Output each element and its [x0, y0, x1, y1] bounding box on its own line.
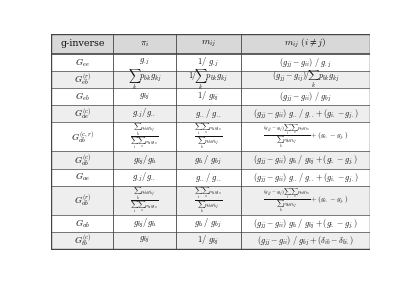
Text: $\pi_i$: $\pi_i$	[140, 39, 149, 49]
Text: $\frac{(g_{jj} - g_{ij}) \sum_i \sum_s p_{bi} g_{is}}{\sum_k p_{bk} g_{kj}} + (g: $\frac{(g_{jj} - g_{ij}) \sum_i \sum_s p…	[263, 187, 348, 214]
Text: $G^{(c,r)}_{ab}$: $G^{(c,r)}_{ab}$	[71, 129, 94, 145]
Bar	[51, 215, 370, 232]
Text: $G_{eb}$: $G_{eb}$	[75, 90, 90, 103]
Bar	[51, 105, 370, 123]
Text: $g_{b.}/\ g_{bj}$: $g_{b.}/\ g_{bj}$	[194, 217, 222, 230]
Bar	[51, 88, 370, 105]
Text: $1\!/\!\sum_k p_{bk} g_{kj}$: $1\!/\!\sum_k p_{bk} g_{kj}$	[188, 67, 228, 92]
Text: $G^{(r)}_{eb}$: $G^{(r)}_{eb}$	[74, 72, 91, 87]
Text: $\frac{(g_{jj} - g_{ij}) \sum_i \sum_s p_{bi} g_{is}}{\sum_k p_{bk} g_{kj}} + (g: $\frac{(g_{jj} - g_{ij}) \sum_i \sum_s p…	[263, 123, 348, 151]
Text: $G^{(c)}_{tb}$: $G^{(c)}_{tb}$	[74, 232, 91, 248]
Text: $g_{bj}/g_{b.}$: $g_{bj}/g_{b.}$	[133, 217, 157, 230]
Text: $g_{.j}/g_{..}$: $g_{.j}/g_{..}$	[132, 107, 157, 121]
Text: $(g_{jj} - g_{ii})\ /\ g_{bj} + (\delta_{ib} - \delta_{bi.})$: $(g_{jj} - g_{ii})\ /\ g_{bj} + (\delta_…	[257, 234, 354, 247]
Text: $\frac{\sum_k p_{bk} g_{kj}}{\sum_i \sum_s p_{bi} g_{is}}$: $\frac{\sum_k p_{bk} g_{kj}}{\sum_i \sum…	[130, 123, 159, 151]
Text: $G_{ab}$: $G_{ab}$	[75, 217, 90, 230]
Text: $G^{(r)}_{ab}$: $G^{(r)}_{ab}$	[74, 192, 91, 208]
Text: $\frac{\sum_k p_{bk} g_{kj}}{\sum_i \sum_s p_{bi} g_{is}}$: $\frac{\sum_k p_{bk} g_{kj}}{\sum_i \sum…	[130, 186, 159, 215]
Text: $G^{(c)}_{ae}$: $G^{(c)}_{ae}$	[74, 106, 91, 121]
Text: $1/\ g_{bj}$: $1/\ g_{bj}$	[197, 90, 219, 103]
Text: g-inverse: g-inverse	[60, 39, 105, 48]
Bar	[51, 123, 370, 151]
Text: $m_{ij}\ (i \neq j)$: $m_{ij}\ (i \neq j)$	[284, 37, 326, 50]
Bar	[51, 186, 370, 215]
Text: $g_{.j}/g_{..}$: $g_{.j}/g_{..}$	[132, 171, 157, 184]
Text: $1/\ g_{bj}$: $1/\ g_{bj}$	[197, 234, 219, 247]
Text: $(g_{jj} - g_{ii})\ g_{b.}/\ g_{bj} + (g_{i.} - g_{j.})$: $(g_{jj} - g_{ii})\ g_{b.}/\ g_{bj} + (g…	[253, 217, 358, 230]
Text: $G_{ee}$: $G_{ee}$	[75, 56, 90, 69]
Text: $g_{..}/\ g_{..}$: $g_{..}/\ g_{..}$	[195, 171, 222, 184]
Bar	[51, 71, 370, 88]
Text: $\frac{\sum_i \sum_s p_{bi} g_{is}}{\sum_k p_{bk} g_{kj}}$: $\frac{\sum_i \sum_s p_{bi} g_{is}}{\sum…	[194, 186, 222, 215]
Text: $g_{..}/\ g_{..}$: $g_{..}/\ g_{..}$	[195, 107, 222, 120]
Bar	[51, 169, 370, 186]
Bar	[51, 232, 370, 249]
Text: $(g_{jj} - g_{ii})\ g_{..}/\ g_{..} + (g_{i.} - g_{j.})$: $(g_{jj} - g_{ii})\ g_{..}/\ g_{..} + (g…	[253, 171, 358, 184]
Bar	[51, 54, 370, 71]
Text: $1/\ g_{.j}$: $1/\ g_{.j}$	[197, 56, 219, 69]
Text: $g_{.j}$: $g_{.j}$	[139, 57, 150, 67]
Text: $\sum_k p_{bk} g_{kj}$: $\sum_k p_{bk} g_{kj}$	[128, 67, 162, 92]
Text: $G_{ae}$: $G_{ae}$	[75, 171, 90, 183]
Text: $\frac{\sum_i \sum_s p_{bi} g_{is}}{\sum_k p_{bk} g_{kj}}$: $\frac{\sum_i \sum_s p_{bi} g_{is}}{\sum…	[194, 123, 222, 151]
Text: $(g_{jj} - g_{ii})\ g_{..}/\ g_{..} + (g_{i.} - g_{j.})$: $(g_{jj} - g_{ii})\ g_{..}/\ g_{..} + (g…	[253, 107, 358, 120]
Text: $(g_{jj} - g_{ii})\ /\ g_{.j}$: $(g_{jj} - g_{ii})\ /\ g_{.j}$	[279, 56, 332, 69]
Text: $(g_{jj} - g_{ij})\!/\!\sum_k p_{bk} g_{kj}$: $(g_{jj} - g_{ij})\!/\!\sum_k p_{bk} g_{…	[272, 69, 339, 90]
Text: $(g_{jj} - g_{ii})\ /\ g_{bj}$: $(g_{jj} - g_{ii})\ /\ g_{bj}$	[279, 90, 332, 103]
Text: $g_{bj}/g_{b.}$: $g_{bj}/g_{b.}$	[133, 153, 157, 167]
Bar	[51, 151, 370, 169]
Text: $g_{b.}/\ g_{bj}$: $g_{b.}/\ g_{bj}$	[194, 153, 222, 167]
Text: $g_{bj}$: $g_{bj}$	[139, 235, 150, 246]
Text: $g_{bj}$: $g_{bj}$	[139, 92, 150, 102]
Text: $(g_{jj} - g_{ii})\ g_{b.}/\ g_{bj} + (g_{i.} - g_{j.})$: $(g_{jj} - g_{ii})\ g_{b.}/\ g_{bj} + (g…	[253, 153, 358, 167]
Bar	[51, 34, 370, 54]
Text: $G^{(c)}_{ab}$: $G^{(c)}_{ab}$	[74, 152, 91, 168]
Text: $m_{ij}$: $m_{ij}$	[201, 39, 216, 49]
